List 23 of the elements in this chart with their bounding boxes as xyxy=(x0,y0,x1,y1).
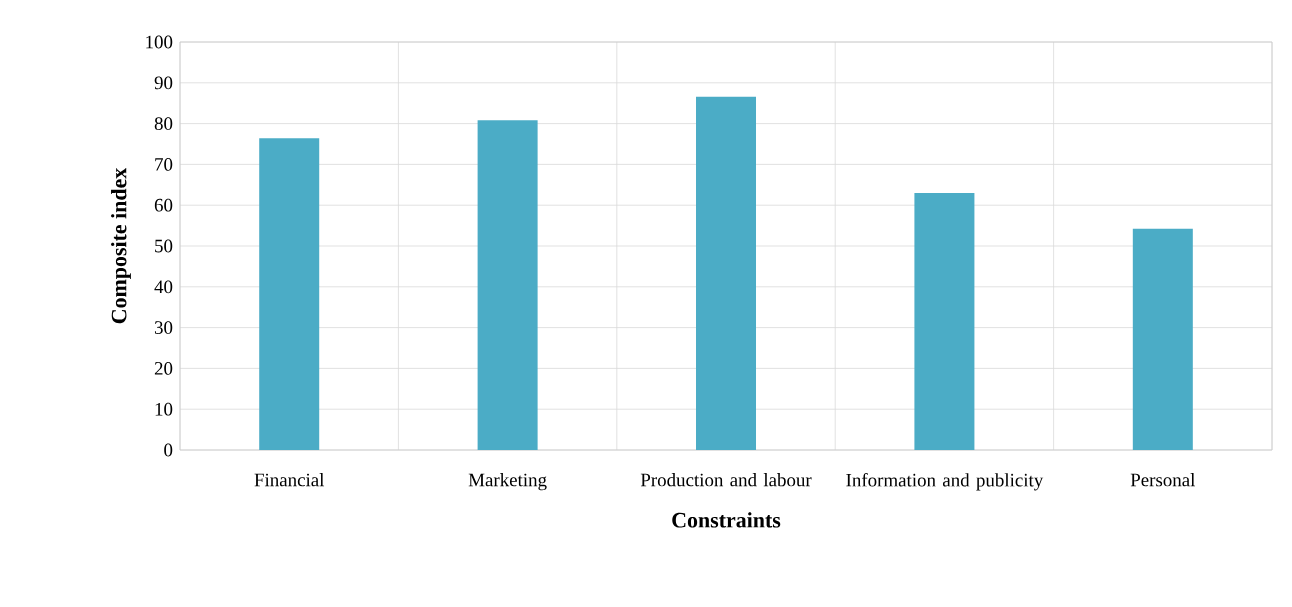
y-axis-title: Composite index xyxy=(111,167,131,324)
y-tick-label: 100 xyxy=(146,35,173,49)
x-tick-label: Information and publicity xyxy=(846,473,1044,491)
y-tick-label: 90 xyxy=(154,76,173,90)
bar xyxy=(259,138,320,450)
y-tick-label: 10 xyxy=(155,402,173,416)
bar xyxy=(477,120,538,450)
x-tick-label: Marketing xyxy=(468,473,547,491)
x-tick-label: Personal xyxy=(1130,473,1196,487)
x-axis-title: Constraints xyxy=(672,512,781,528)
bar xyxy=(696,96,757,450)
y-tick-label: 80 xyxy=(154,117,173,130)
y-tick-label: 60 xyxy=(154,198,173,212)
y-tick-label: 0 xyxy=(164,443,173,457)
y-tick-label: 20 xyxy=(154,362,173,375)
y-tick-label: 50 xyxy=(155,239,173,253)
x-tick-label: Financial xyxy=(254,473,325,487)
x-tick-label: Production and labour xyxy=(640,473,812,487)
y-tick-label: 40 xyxy=(154,280,173,294)
bar xyxy=(1132,228,1193,450)
y-tick-label: 70 xyxy=(155,158,173,171)
y-tick-label: 30 xyxy=(154,321,173,334)
bar xyxy=(914,192,975,450)
